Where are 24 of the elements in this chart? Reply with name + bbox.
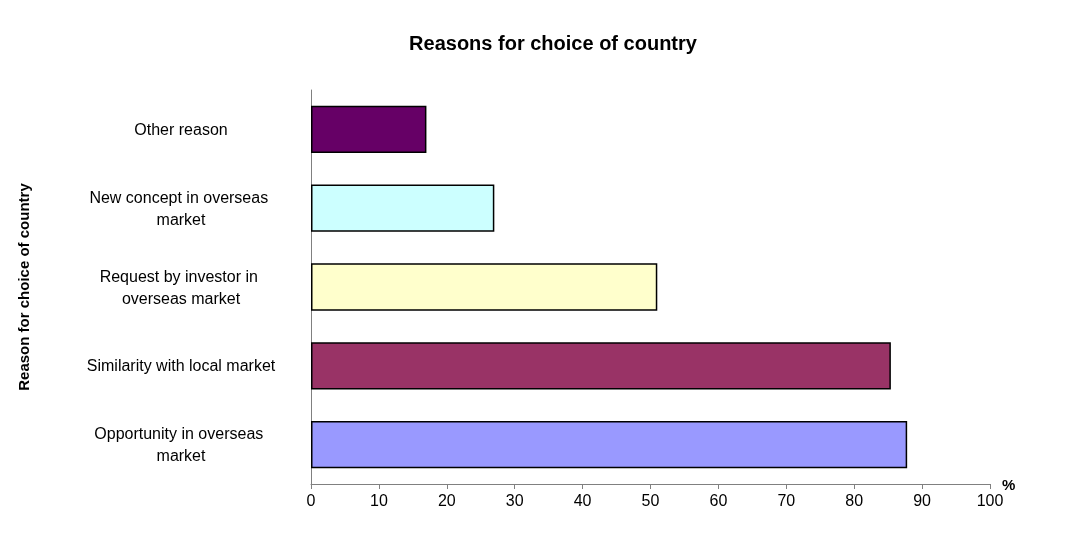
x-tick-label: 90 (913, 491, 932, 509)
x-tick-label: 100 (976, 491, 1004, 509)
y-tick-label: Similarity with local market (86, 357, 276, 375)
x-tick-label: 30 (505, 491, 524, 509)
bar (311, 105, 427, 154)
x-tick-label: 20 (437, 491, 456, 509)
x-tick-label: 40 (573, 491, 592, 509)
x-tick-label: 80 (845, 491, 864, 509)
y-tick-label: New concept in overseas market (89, 188, 273, 228)
x-tick-label: 10 (370, 491, 388, 509)
y-tick-label: Opportunity in overseas market (94, 425, 268, 465)
y-tick-label: Other reason (134, 120, 228, 138)
y-tick-label: Request by investor in overseas market (99, 267, 263, 307)
bar (311, 420, 908, 469)
x-tick-label: 60 (709, 491, 728, 509)
bar (311, 342, 891, 390)
x-tick-label: 0 (306, 491, 316, 509)
x-tick-label: 50 (641, 491, 660, 509)
bar (311, 263, 658, 311)
y-axis-title: Reason for choice of country (15, 182, 32, 391)
x-tick-label: 70 (777, 491, 796, 509)
chart-title: Reasons for choice of country (409, 32, 698, 54)
x-axis-title: % (1002, 475, 1016, 493)
bar (311, 184, 495, 232)
